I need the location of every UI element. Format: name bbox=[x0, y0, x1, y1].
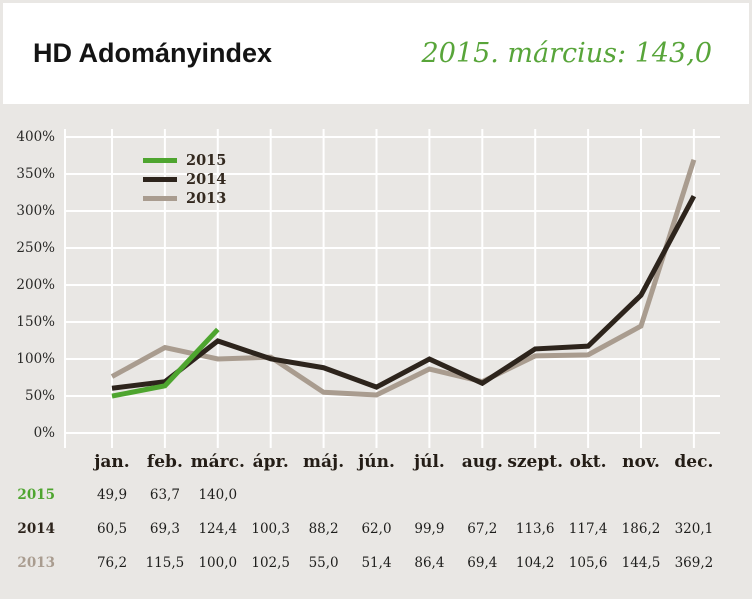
legend-label: 2014 bbox=[186, 171, 227, 188]
table-row-label-2013: 2013 bbox=[17, 555, 55, 571]
y-tick-label: 400% bbox=[16, 129, 55, 145]
table-row-label-2015: 2015 bbox=[17, 487, 55, 503]
header-subtitle: 2015. március: 143,0 bbox=[421, 38, 712, 69]
table-cell: 67,2 bbox=[467, 521, 498, 537]
table-cell: 186,2 bbox=[621, 521, 661, 537]
legend-swatch-2013 bbox=[143, 196, 177, 201]
chart-legend: 2015 2014 2013 bbox=[143, 151, 226, 208]
month-label: okt. bbox=[569, 452, 607, 472]
table-cell: 62,0 bbox=[361, 521, 392, 537]
month-label: aug. bbox=[461, 452, 503, 472]
legend-item-2014: 2014 bbox=[143, 170, 226, 189]
table-cell: 76,2 bbox=[96, 555, 128, 571]
table-cell: 69,3 bbox=[149, 521, 180, 537]
month-label: ápr. bbox=[252, 452, 289, 472]
y-tick-label: 300% bbox=[16, 203, 55, 219]
table-cell: 115,5 bbox=[145, 555, 185, 571]
table-cell: 99,9 bbox=[414, 521, 445, 537]
table-cell: 124,4 bbox=[198, 521, 238, 537]
table-cell: 100,0 bbox=[198, 555, 238, 571]
month-label: feb. bbox=[146, 452, 183, 472]
table-cell: 88,2 bbox=[308, 521, 339, 537]
table-cell: 102,5 bbox=[251, 555, 291, 571]
y-tick-label: 350% bbox=[16, 166, 55, 182]
legend-label: 2013 bbox=[186, 190, 227, 207]
donation-index-chart: 400% 350% 300% 250% 200% 150% 100% 50% 0% 2015 20… bbox=[0, 104, 752, 599]
legend-label: 2015 bbox=[186, 152, 227, 169]
line-2014 bbox=[111, 194, 697, 391]
table-cell: 369,2 bbox=[674, 555, 714, 571]
line-2013 bbox=[110, 159, 697, 398]
month-label: nov. bbox=[622, 452, 660, 472]
table-cell: 140,0 bbox=[198, 487, 238, 503]
table-cell: 51,4 bbox=[361, 555, 392, 571]
table-row-label-2014: 2014 bbox=[17, 521, 55, 537]
y-tick-label: 0% bbox=[33, 425, 55, 441]
table-cell: 86,4 bbox=[414, 555, 445, 571]
month-label: jan. bbox=[94, 452, 130, 472]
line-2015 bbox=[111, 327, 220, 399]
table-cell: 69,4 bbox=[467, 555, 498, 571]
y-tick-label: 50% bbox=[24, 388, 55, 404]
month-label: dec. bbox=[674, 452, 714, 472]
table-cell: 144,5 bbox=[621, 555, 661, 571]
legend-swatch-2015 bbox=[143, 158, 177, 163]
legend-item-2015: 2015 bbox=[143, 151, 226, 170]
y-tick-label: 250% bbox=[16, 240, 55, 256]
table-cell: 49,9 bbox=[96, 487, 128, 503]
y-tick-label: 150% bbox=[16, 314, 55, 330]
month-label: máj. bbox=[303, 452, 345, 472]
chart-canvas bbox=[64, 129, 720, 448]
table-cell: 104,2 bbox=[515, 555, 555, 571]
table-cell: 63,7 bbox=[149, 487, 180, 503]
table-cell: 113,6 bbox=[515, 521, 555, 537]
table-cell: 105,6 bbox=[568, 555, 608, 571]
month-label: márc. bbox=[190, 452, 245, 472]
header-card: HD Adományindex 2015. március: 143,0 bbox=[3, 3, 749, 104]
table-cell: 100,3 bbox=[251, 521, 291, 537]
table-cell: 55,0 bbox=[308, 555, 339, 571]
y-tick-label: 200% bbox=[16, 277, 55, 293]
table-cell: 60,5 bbox=[96, 521, 128, 537]
y-tick-label: 100% bbox=[16, 351, 55, 367]
table-cell: 320,1 bbox=[674, 521, 714, 537]
page-title: HD Adományindex bbox=[33, 38, 273, 68]
legend-swatch-2014 bbox=[143, 177, 177, 182]
month-label: szept. bbox=[507, 452, 564, 472]
legend-item-2013: 2013 bbox=[143, 189, 226, 208]
month-label: jún. bbox=[358, 452, 395, 472]
table-cell: 117,4 bbox=[568, 521, 608, 537]
month-label: júl. bbox=[413, 452, 445, 472]
